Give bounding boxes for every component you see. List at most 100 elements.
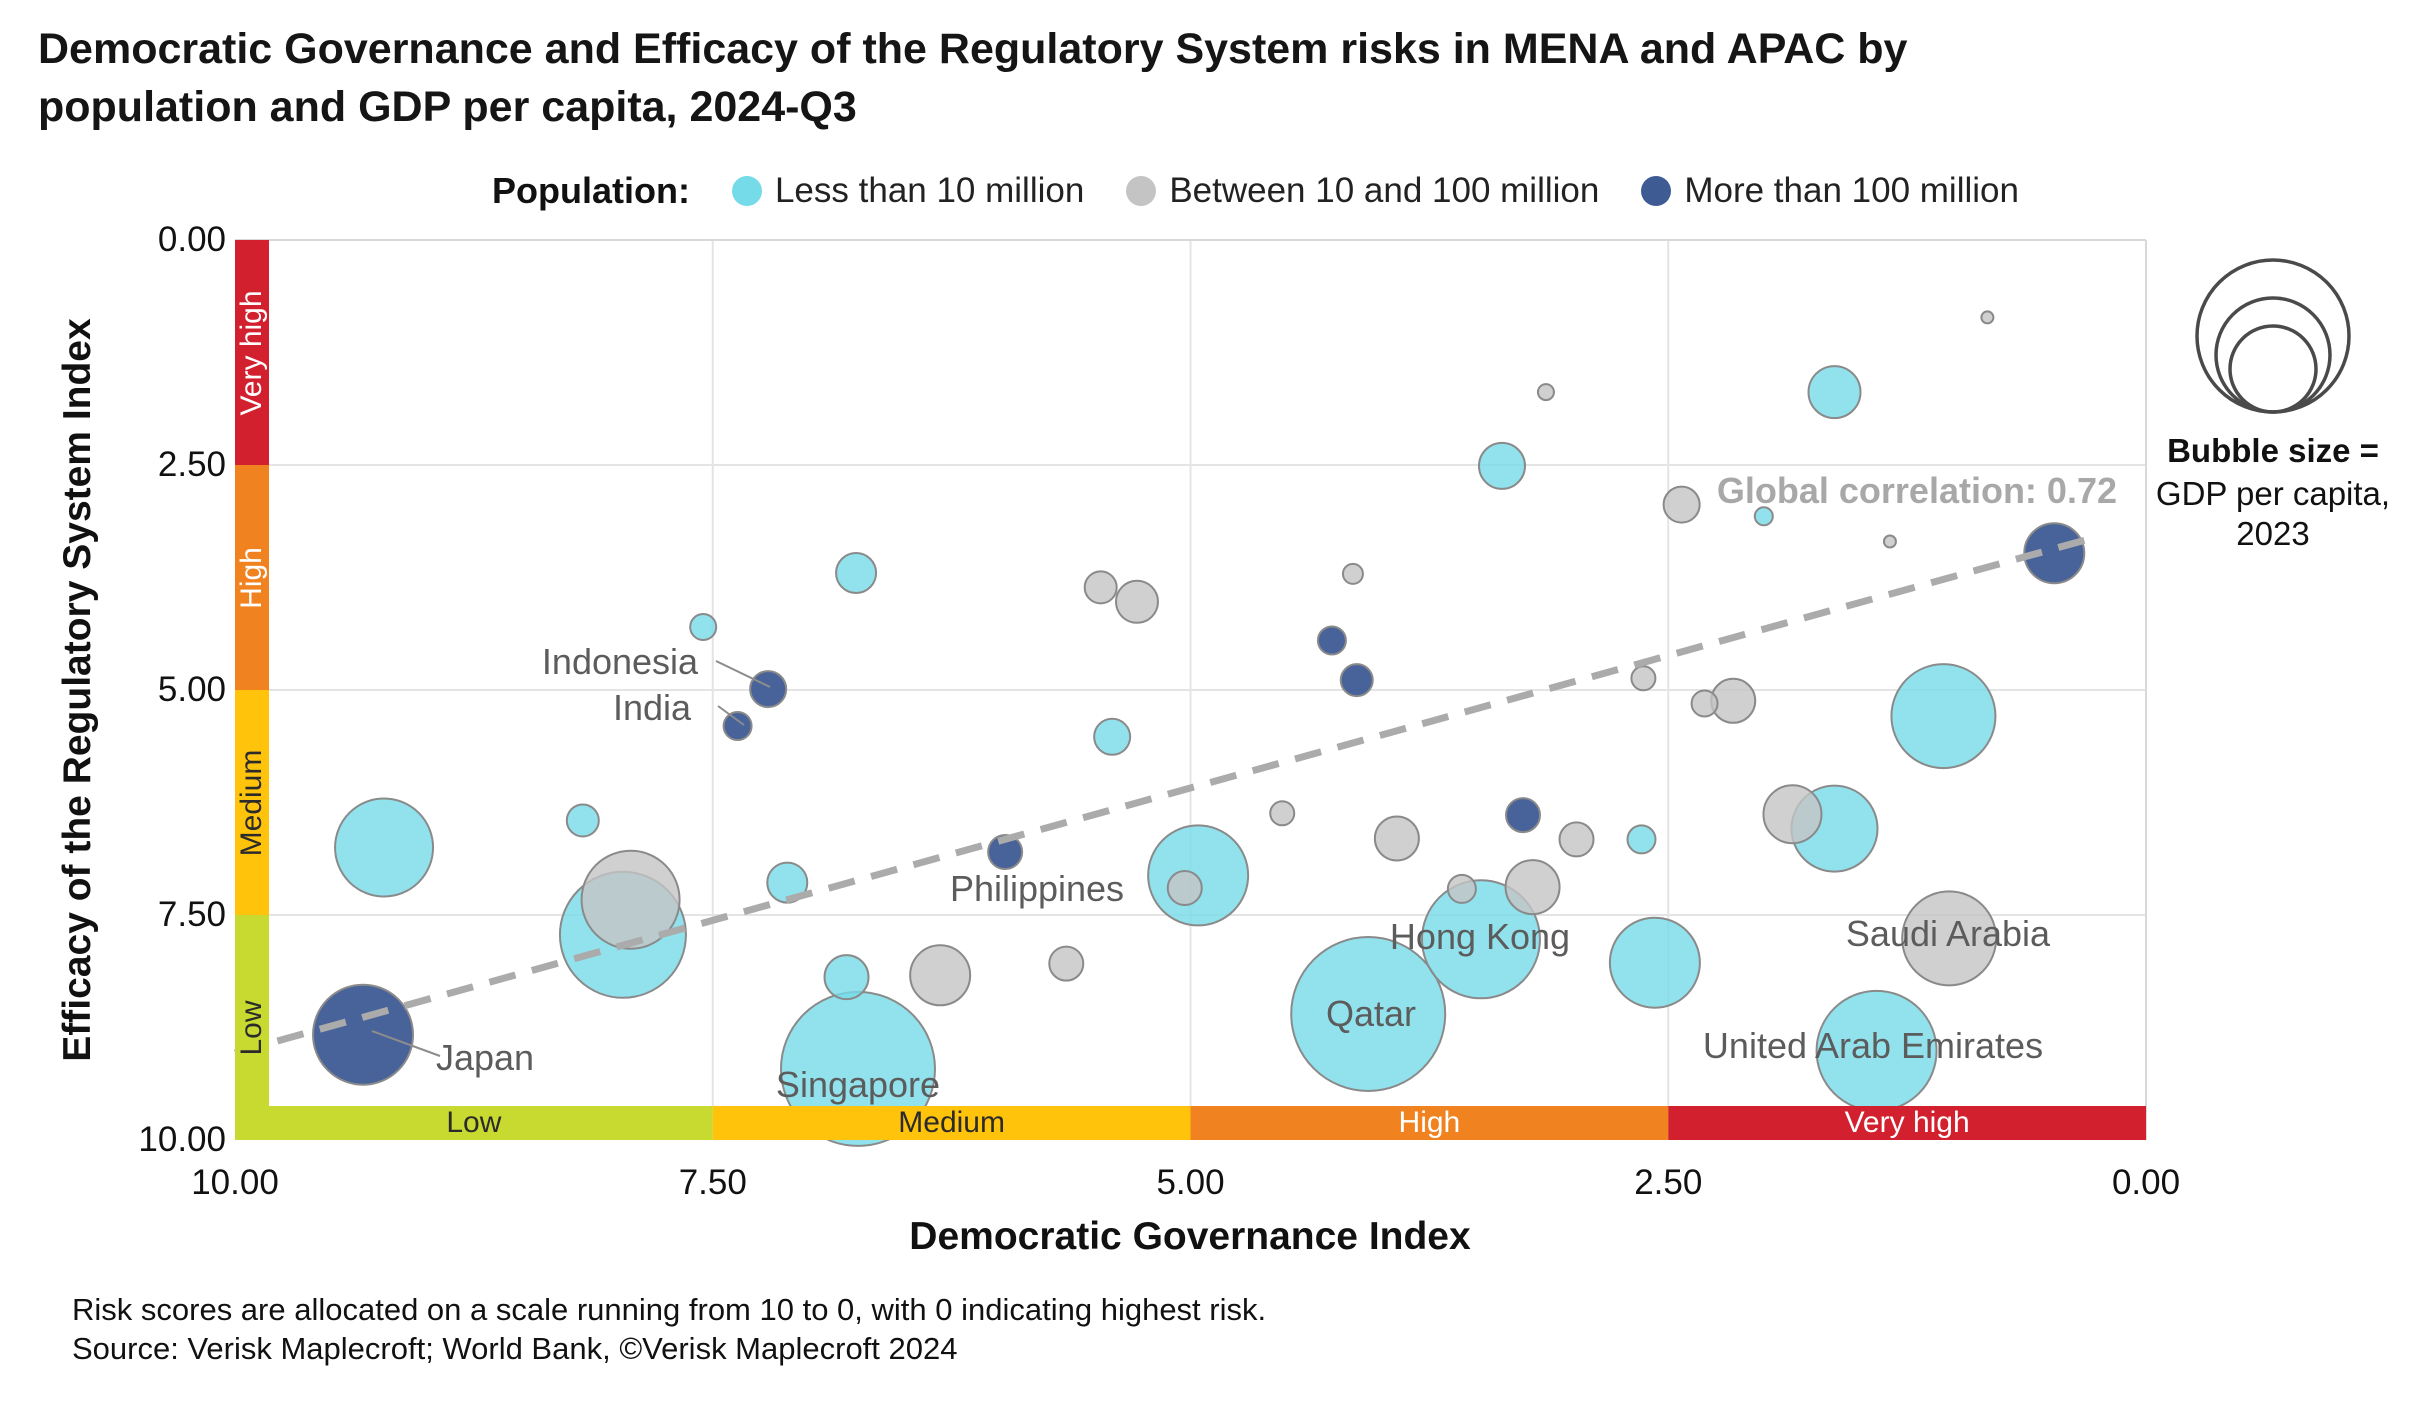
x-tick-10-00: 10.00 [191,1163,279,1202]
legend-dot-between-10-and-100-million [1126,176,1157,206]
bubble-less-than-10-million[interactable] [1608,916,1701,1009]
bubble-between-10-and-100-million[interactable] [1762,784,1823,845]
country-label-singapore: Singapore [775,1064,941,1105]
x-axis-band-high [1190,1106,1669,1140]
y-axis-band-low [235,915,269,1140]
bubble-size-legend-line3: 2023 [2236,515,2310,552]
x-axis-band-label-very-high: Very high [1844,1106,1970,1139]
bubble-less-than-10-million[interactable] [823,954,870,1001]
y-tick-2-50: 2.50 [157,445,226,484]
bubble-less-than-10-million[interactable] [565,803,600,838]
x-axis-band-label-high: High [1398,1106,1461,1139]
legend-dot-less-than-10-million [731,176,762,206]
footnote-source: Source: Verisk Maplecroft; World Bank, ©… [72,1331,958,1366]
bubble-size-legend-title: Bubble size = [2167,432,2379,469]
bubble-between-10-and-100-million[interactable] [580,849,681,950]
legend-title: Population: [492,170,690,211]
global-correlation-label: Global correlation: 0.72 [1716,470,2117,511]
y-axis-band-label-medium: Medium [235,749,268,856]
bubble-between-10-and-100-million[interactable] [1269,800,1296,827]
y-axis-band-label-high: High [235,546,268,609]
bubble-more-than-100-million[interactable] [1339,663,1374,698]
legend-item-less-than-10-million[interactable]: Less than 10 million [731,171,1084,211]
y-axis-band-very-high [235,240,269,465]
bubble-between-10-and-100-million[interactable] [1690,689,1719,718]
bubble-size-legend-line2: GDP per capita, [2155,475,2391,512]
page-title: Democratic Governance and Efficacy of th… [38,25,1908,132]
bubble-japan[interactable] [312,983,415,1086]
x-axis-band-low [235,1106,713,1140]
country-label-united-arab-emirates: United Arab Emirates [1702,1025,2044,1066]
bubble-indonesia[interactable] [749,670,788,709]
bubble-between-10-and-100-million[interactable] [1558,821,1595,858]
x-tick-7-50: 7.50 [678,1163,747,1202]
bubble-less-than-10-million[interactable] [689,613,718,641]
y-tick-5-00: 5.00 [157,670,226,709]
bubble-between-10-and-100-million[interactable] [1882,534,1897,549]
country-label-saudi-arabia: Saudi Arabia [1845,913,2051,954]
footnote-risk-scale: Risk scores are allocated on a scale run… [72,1292,1267,1327]
bubble-less-than-10-million[interactable] [1147,824,1250,927]
y-tick-7-50: 7.50 [157,895,226,934]
bubble-between-10-and-100-million[interactable] [1630,665,1657,692]
population-legend: Population: Less than 10 million Between … [492,170,2019,212]
y-axis-band-label-very-high: Very high [235,289,268,416]
bubble-more-than-100-million[interactable] [2023,522,2086,585]
bubble-between-10-and-100-million[interactable] [1980,310,1995,325]
x-axis-band-label-medium: Medium [898,1106,1005,1139]
bubble-between-10-and-100-million[interactable] [909,944,972,1007]
legend-item-more-than-100-million[interactable]: More than 100 million [1641,171,2019,211]
bubble-between-10-and-100-million[interactable] [1048,945,1085,982]
bubble-hong-kong[interactable] [1420,879,1541,1000]
bubble-less-than-10-million[interactable] [1477,441,1526,490]
bubble-less-than-10-million[interactable] [835,552,878,594]
y-axis-band-medium [235,690,269,915]
country-label-philippines: Philippines [949,868,1125,909]
bubble-between-10-and-100-million[interactable] [1373,815,1420,862]
bubble-between-10-and-100-million[interactable] [1446,873,1477,904]
bubble-less-than-10-million[interactable] [1890,663,1997,770]
bubble-size-legend-icon [2195,258,2351,414]
bubble-less-than-10-million[interactable] [1626,824,1657,855]
legend-item-between-10-and-100-million[interactable]: Between 10 and 100 million [1126,171,1599,211]
bubble-india[interactable] [722,711,753,741]
country-label-hong-kong: Hong Kong [1389,916,1571,957]
bubble-between-10-and-100-million[interactable] [1166,870,1203,906]
bubble-between-10-and-100-million[interactable] [1536,383,1555,402]
x-tick-2-50: 2.50 [1634,1163,1703,1202]
bubble-less-than-10-million[interactable] [334,797,435,898]
leader-line-japan [371,1030,441,1057]
x-axis-band-very-high [1668,1106,2146,1140]
y-tick-10-00: 10.00 [138,1120,226,1159]
y-tick-0-00: 0.00 [157,220,226,259]
country-label-qatar: Qatar [1325,993,1417,1034]
x-tick-0-00: 0.00 [2111,1163,2181,1202]
bubble-more-than-100-million[interactable] [1316,625,1347,656]
legend-label-more-than-100-million: More than 100 million [1684,171,2019,210]
y-axis-band-high [235,465,269,690]
y-axis-title: Efficacy of the Regulatory System Index [56,318,99,1062]
bubble-between-10-and-100-million[interactable] [1662,485,1701,524]
bubble-qatar[interactable] [1290,936,1447,1092]
bubble-between-10-and-100-million[interactable] [1504,859,1561,916]
trend-line [234,533,2098,1057]
country-label-india: India [612,687,692,728]
size-legend-circle-3 [2228,324,2318,414]
x-axis-band-label-low: Low [446,1106,502,1139]
bubble-less-than-10-million[interactable] [1753,506,1774,527]
bubble-less-than-10-million[interactable] [1807,365,1862,420]
bubble-philippines[interactable] [987,834,1024,870]
bubble-between-10-and-100-million[interactable] [1114,579,1159,624]
bubble-more-than-100-million[interactable] [1505,797,1542,834]
bubble-between-10-and-100-million[interactable] [1341,562,1364,585]
legend-label-between-10-and-100-million: Between 10 and 100 million [1169,171,1600,210]
bubble-between-10-and-100-million[interactable] [1083,570,1118,605]
y-axis-band-label-low: Low [235,999,268,1056]
bubble-less-than-10-million[interactable] [1093,717,1132,756]
bubble-saudi-arabia[interactable] [1901,890,1998,987]
legend-dot-more-than-100-million [1641,176,1672,206]
x-tick-5-00: 5.00 [1156,1163,1225,1202]
x-axis-band-medium [712,1106,1191,1140]
